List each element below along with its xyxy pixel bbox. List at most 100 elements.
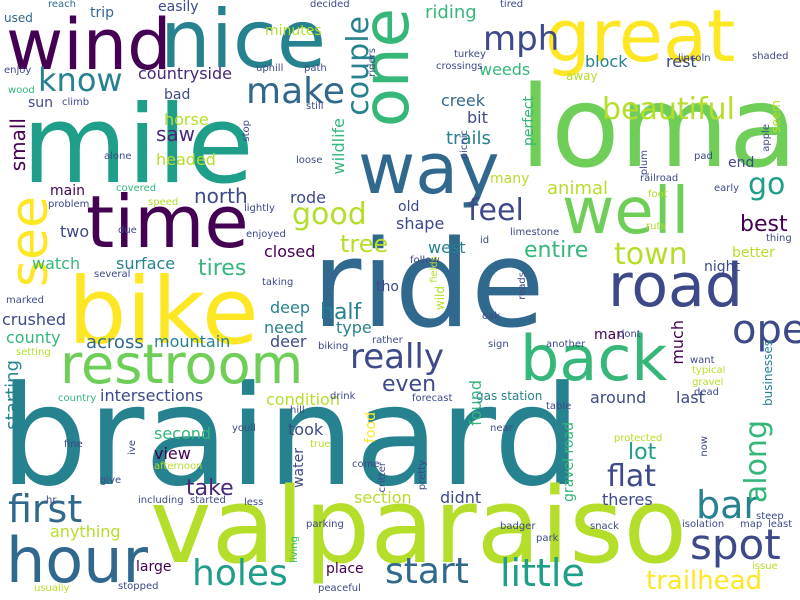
word-several: several <box>94 269 131 280</box>
word-county: county <box>6 328 61 347</box>
word-end: end <box>728 155 755 171</box>
word-enjoyed: enjoyed <box>246 229 286 240</box>
word-bar: bar <box>696 483 760 527</box>
word-badger: badger <box>500 521 536 532</box>
word-gravel-road: gravel road <box>561 422 577 502</box>
word-entire: entire <box>524 238 589 263</box>
word-youll: youll <box>232 423 256 434</box>
word-wood: wood <box>8 85 35 96</box>
word-lightly: lightly <box>244 203 275 214</box>
word-early: early <box>714 183 740 194</box>
word-reach: reach <box>48 0 77 10</box>
word-businesses: businesses <box>761 340 775 406</box>
word-valparaiso: valparaiso <box>150 465 688 587</box>
word-two: two <box>60 222 90 241</box>
word-loma: loma <box>520 63 798 193</box>
word-sign: sign <box>488 339 509 350</box>
word-best: best <box>740 212 788 237</box>
word-west: west <box>428 238 466 257</box>
word-north: north <box>194 184 248 208</box>
word-problem: problem <box>48 199 90 210</box>
word-first: first <box>8 487 83 531</box>
word-usually: usually <box>34 583 70 594</box>
word-decided: decided <box>310 0 350 10</box>
word-bit: bit <box>467 108 488 127</box>
word-make: make <box>246 71 345 112</box>
word-rest: rest <box>666 52 697 71</box>
word-foot: foot <box>648 189 668 200</box>
word-covered: covered <box>116 183 157 194</box>
word-need: need <box>264 318 304 337</box>
word-afternoon: afternoon <box>154 461 203 472</box>
word-wind: wind <box>6 4 172 86</box>
word-beautiful: beautiful <box>602 92 735 127</box>
word-know: know <box>38 61 123 99</box>
word-take: take <box>186 476 234 501</box>
word-away: away <box>566 69 598 83</box>
word-start: start <box>385 551 469 592</box>
word-back: back <box>520 322 668 395</box>
word-table: table <box>546 401 572 412</box>
word-follow: follow <box>410 255 440 266</box>
word-took: took <box>288 420 324 439</box>
word-rather: rather <box>372 335 403 346</box>
word-flat: flat <box>607 459 657 494</box>
word-gas-station: gas station <box>476 389 543 403</box>
word-isolation: isolation <box>682 519 725 530</box>
word-tree: tree <box>340 230 389 258</box>
word-way: way <box>358 128 500 210</box>
word-stop: stop <box>241 120 252 142</box>
word-country: country <box>58 393 97 404</box>
word-lot: lot <box>628 440 657 465</box>
word-mile: mile <box>22 83 254 208</box>
word-least: least <box>768 519 793 530</box>
word-feel: feel <box>468 193 524 228</box>
word-type: type <box>336 318 372 337</box>
word-food: food <box>363 412 379 443</box>
word-park: park <box>536 533 559 544</box>
word-bike: bike <box>68 258 259 365</box>
word-small: small <box>6 118 30 172</box>
word-steep: steep <box>756 511 784 522</box>
word-well: well <box>562 175 690 249</box>
word-issue: issue <box>752 561 778 572</box>
word-brainard: brainard <box>0 356 582 517</box>
word-place: place <box>326 561 364 577</box>
word-plum: plum <box>639 150 650 176</box>
word-give: give <box>100 475 122 486</box>
word-condition: condition <box>266 390 340 409</box>
word-animal: animal <box>547 178 609 199</box>
word-crushed: crushed <box>2 310 66 329</box>
word-large: large <box>136 559 172 575</box>
word-fine: fine <box>64 439 83 450</box>
word-thing: thing <box>766 233 792 244</box>
word-town: town <box>614 237 688 272</box>
word-dont: dont <box>618 329 641 340</box>
word-drink: drink <box>330 391 356 402</box>
word-tires: tires <box>198 256 247 281</box>
word-loose: loose <box>296 155 323 166</box>
word-pretty: pretty <box>417 460 428 491</box>
word-countryside: countryside <box>138 64 232 83</box>
word-stopped: stopped <box>118 581 159 592</box>
word-gravel: gravel <box>692 377 724 388</box>
word-now: now <box>699 436 710 457</box>
word-half: half <box>320 300 362 325</box>
word-second: second <box>154 424 212 443</box>
word-good: good <box>292 197 367 232</box>
word-tho: tho <box>376 279 399 295</box>
word-alone: alone <box>104 151 132 162</box>
word-protected: protected <box>614 433 663 444</box>
word-rode: rode <box>290 188 327 207</box>
word-time: time <box>86 180 249 264</box>
word-id: id <box>480 235 490 246</box>
word-started: started <box>190 495 226 506</box>
word-many: many <box>490 171 530 187</box>
word-theres: theres <box>602 490 653 509</box>
word-wildlife: wildlife <box>329 118 348 175</box>
word-mph: mph <box>483 19 560 59</box>
word-main: main <box>50 183 85 199</box>
word-better: better <box>732 245 775 261</box>
word-night: night <box>704 259 741 275</box>
